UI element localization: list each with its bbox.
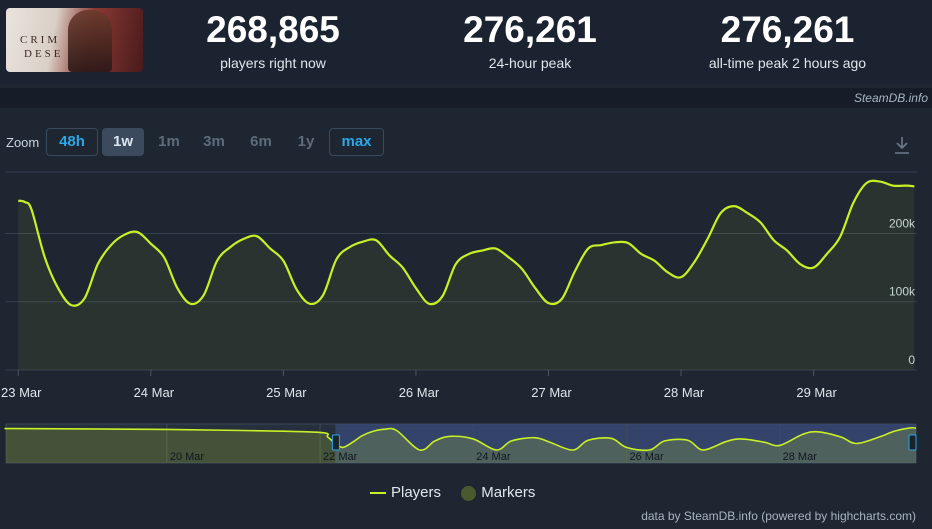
all-time-peak-label: all-time peak 2 hours ago (708, 55, 867, 71)
zoom-1w-button[interactable]: 1w (102, 128, 144, 156)
x-tick-label: 29 Mar (796, 385, 837, 400)
chart-credit: data by SteamDB.info (powered by highcha… (641, 509, 916, 523)
zoom-max-button[interactable]: max (329, 128, 384, 156)
zoom-label: Zoom (6, 135, 40, 150)
x-tick-label: 23 Mar (1, 385, 42, 400)
legend-item-markers[interactable]: Markers (461, 484, 535, 501)
navigator-tick-label: 28 Mar (783, 451, 818, 463)
stats-header: CRIM DESE 268,865 players right now 276,… (0, 0, 932, 84)
brand-bar: SteamDB.info (0, 88, 932, 108)
cover-character (68, 10, 112, 72)
navigator-tick-label: 20 Mar (170, 451, 205, 463)
y-tick-label: 0 (908, 353, 915, 367)
navigator-tick-label: 26 Mar (629, 451, 664, 463)
zoom-1m-button[interactable]: 1m (158, 133, 180, 150)
y-tick-label: 100k (889, 285, 916, 299)
players-legend-label: Players (391, 484, 442, 501)
players-area-fill (18, 180, 915, 370)
navigator-tick-label: 24 Mar (476, 451, 511, 463)
cover-title-line1: CRIM (20, 34, 61, 46)
current-players-label: players right now (220, 55, 326, 71)
y-axis-ticks: 0 100k 200k (889, 216, 916, 367)
legend-item-players[interactable]: Players (370, 484, 441, 501)
x-axis-ticks: 23 Mar 24 Mar 25 Mar 26 Mar 27 Mar 28 Mar 29 M… (1, 370, 838, 400)
zoom-3m-button[interactable]: 3m (203, 133, 225, 150)
chart-grid (5, 171, 917, 371)
x-tick-label: 25 Mar (266, 385, 307, 400)
stat-24h-peak: 276,261 24-hour peak (435, 9, 625, 72)
cover-title-line2: DESE (24, 48, 64, 60)
players-legend-swatch (370, 492, 386, 495)
all-time-peak-value: 276,261 (720, 9, 855, 50)
x-tick-label: 28 Mar (664, 385, 705, 400)
markers-legend-swatch (461, 485, 477, 501)
peak-24h-value: 276,261 (463, 9, 597, 50)
steamdb-brand: SteamDB.info (853, 91, 928, 105)
y-tick-label: 200k (889, 216, 916, 230)
zoom-6m-button[interactable]: 6m (250, 133, 272, 150)
navigator-tick-label: 22 Mar (323, 451, 358, 463)
stat-current-players: 268,865 players right now (178, 9, 368, 72)
navigator-line (4, 426, 917, 452)
navigator-area (5, 427, 917, 463)
chart-legend: Players Markers (370, 484, 535, 501)
game-cover-image[interactable]: CRIM DESE (6, 8, 143, 72)
players-series-line[interactable] (18, 179, 915, 307)
markers-legend-label: Markers (481, 484, 536, 501)
x-tick-label: 24 Mar (134, 385, 175, 400)
zoom-48h-button[interactable]: 48h (46, 128, 98, 156)
stat-all-time-peak: 276,261 all-time peak 2 hours ago (680, 9, 895, 72)
zoom-1y-button[interactable]: 1y (297, 133, 315, 150)
navigator-left-handle[interactable] (331, 434, 340, 451)
x-tick-label: 26 Mar (399, 385, 440, 400)
download-icon[interactable] (893, 135, 911, 155)
x-tick-label: 27 Mar (531, 385, 572, 400)
navigator-right-handle[interactable] (908, 434, 917, 451)
navigator[interactable]: 20 Mar 22 Mar 24 Mar 26 Mar 28 Mar (4, 423, 917, 464)
zoom-controls: Zoom 48h 1w 1m 3m 6m 1y max (0, 128, 932, 158)
current-players-value: 268,865 (206, 9, 340, 50)
peak-24h-label: 24-hour peak (488, 55, 572, 71)
